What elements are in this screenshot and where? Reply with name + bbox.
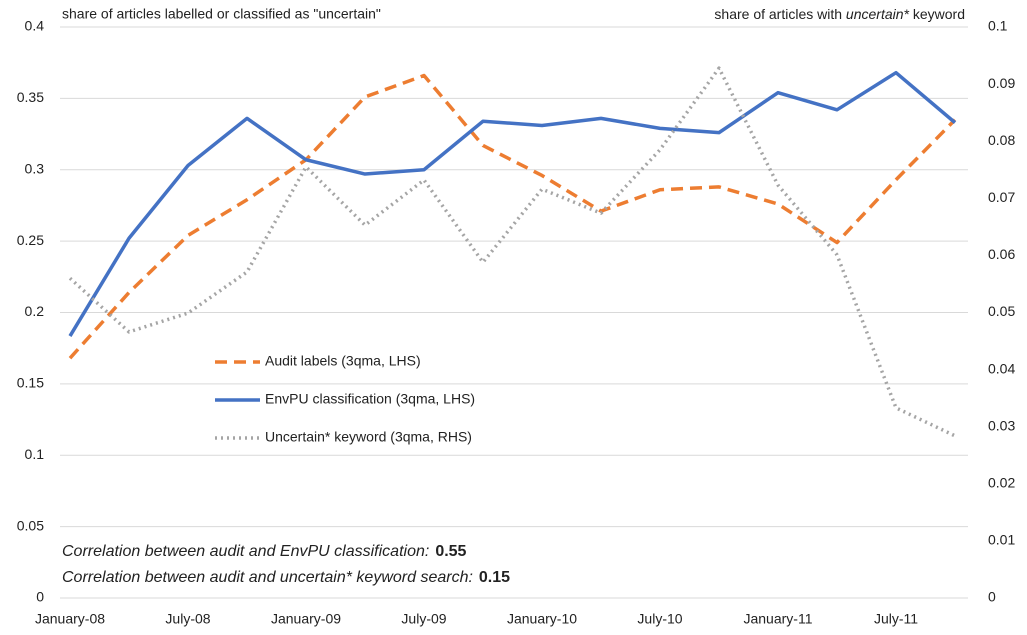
y2-tick-label: 0.08 [988,132,1015,148]
y2-title-part: share of articles with [714,6,846,22]
x-tick-label: January-09 [271,611,341,627]
y2-tick-label: 0.1 [988,18,1008,34]
x-tick-label: July-08 [165,611,210,627]
x-tick-label: January-10 [507,611,577,627]
y2-tick-label: 0.09 [988,75,1015,91]
legend-label: EnvPU classification (3qma, LHS) [265,391,475,407]
y2-tick-label: 0 [988,589,996,605]
y2-tick-label: 0.03 [988,417,1015,433]
x-tick-label: January-11 [743,611,812,627]
annotation: Correlation between audit and uncertain*… [62,569,510,586]
y-tick-label: 0.35 [17,89,44,105]
y2-tick-label: 0.01 [988,532,1015,548]
y2-title-part: keyword [909,6,965,22]
annotation-value: 0.15 [479,569,510,586]
y-tick-label: 0.15 [17,375,44,391]
y2-tick-label: 0.07 [988,189,1015,205]
legend-label: Uncertain* keyword (3qma, RHS) [265,429,472,445]
annotation-text: Correlation between audit and uncertain*… [62,569,473,586]
y2-tick-label: 0.06 [988,246,1015,262]
x-tick-label: July-11 [874,611,918,627]
y2-title-part: uncertain* [846,6,910,22]
y-axis-title: share of articles labelled or classified… [62,6,381,22]
y-tick-label: 0.4 [25,18,45,34]
annotation: Correlation between audit and EnvPU clas… [62,543,467,560]
legend-label: Audit labels (3qma, LHS) [265,353,421,369]
series-line [68,70,957,337]
y-tick-label: 0.3 [25,160,45,176]
x-tick-label: January-08 [35,611,105,627]
y2-tick-label: 0.02 [988,475,1015,491]
y-tick-label: 0.1 [25,446,45,462]
y2-axis-title: share of articles with uncertain* keywor… [714,6,965,22]
x-tick-label: July-10 [637,611,682,627]
y2-tick-label: 0.04 [988,360,1015,376]
y-tick-label: 0.25 [17,232,44,248]
series-line [68,73,957,360]
y-tick-label: 0 [36,589,44,605]
annotation-value: 0.55 [435,543,466,560]
y2-tick-label: 0.05 [988,303,1015,319]
annotation-text: Correlation between audit and EnvPU clas… [62,543,429,560]
x-tick-label: July-09 [401,611,446,627]
y-tick-label: 0.05 [17,517,44,533]
y-tick-label: 0.2 [25,303,45,319]
